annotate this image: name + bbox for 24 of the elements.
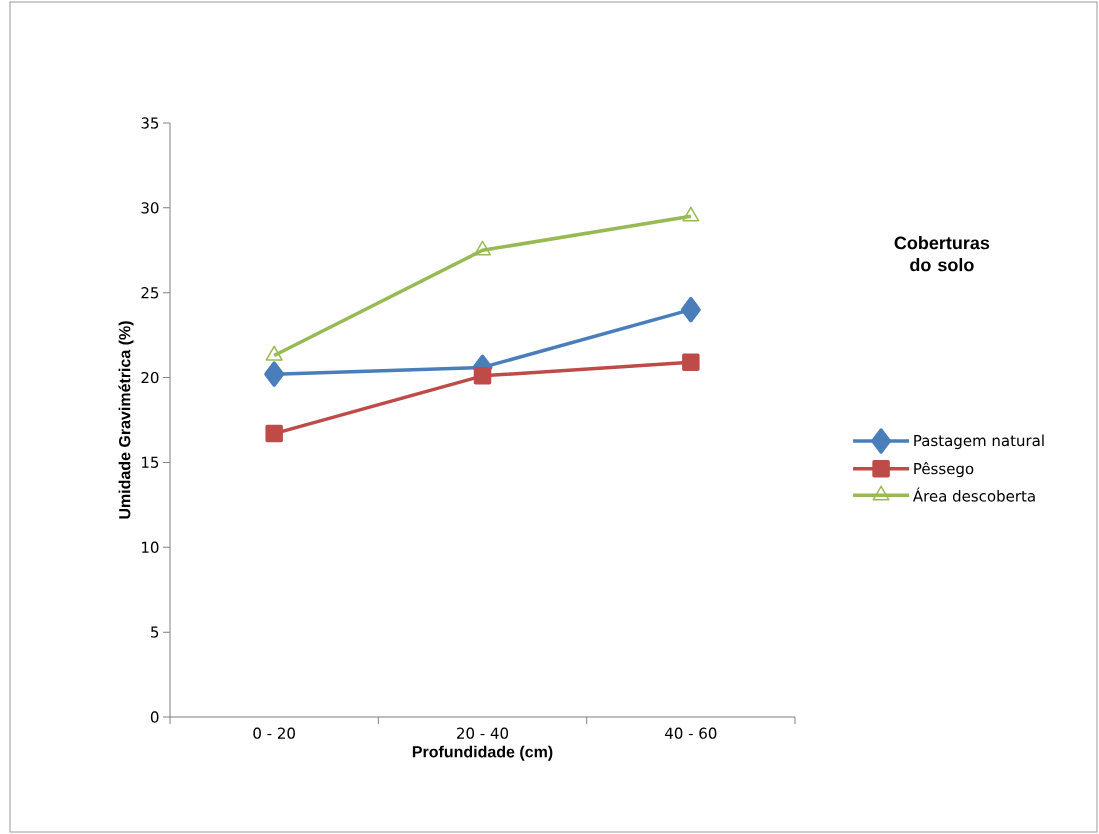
point [682, 353, 700, 372]
legend-label: Área descoberta [912, 487, 1035, 502]
y-tick-label: 30 [141, 202, 159, 214]
point [680, 296, 701, 323]
point [264, 361, 285, 387]
y-tick-label: 0 [150, 711, 159, 723]
point [473, 240, 492, 256]
y-tick-label: 15 [142, 456, 159, 468]
y-tick-label: 10 [142, 541, 159, 553]
y-tick-label: 5 [151, 626, 159, 638]
y-tick-label: 25 [141, 287, 159, 299]
x-axis-title: Profundidade (cm) [412, 745, 553, 761]
x-tick-label: 0 - 20 [253, 727, 295, 739]
point [682, 206, 700, 222]
legend-label: Pastagem natural [914, 434, 1044, 450]
y-axis-title: Umidade Gravimétrica (%) [118, 321, 134, 519]
x-tick-label: 20 - 40 [457, 727, 509, 739]
point [473, 367, 492, 385]
y-tick-label: 35 [141, 117, 159, 129]
legend-title: Coberturas do solo [894, 236, 990, 272]
y-tick-label: 20 [141, 371, 159, 384]
legend-label: Pêssego [914, 462, 974, 478]
x-tick-label: 40 - 60 [665, 727, 717, 739]
point [265, 424, 283, 443]
